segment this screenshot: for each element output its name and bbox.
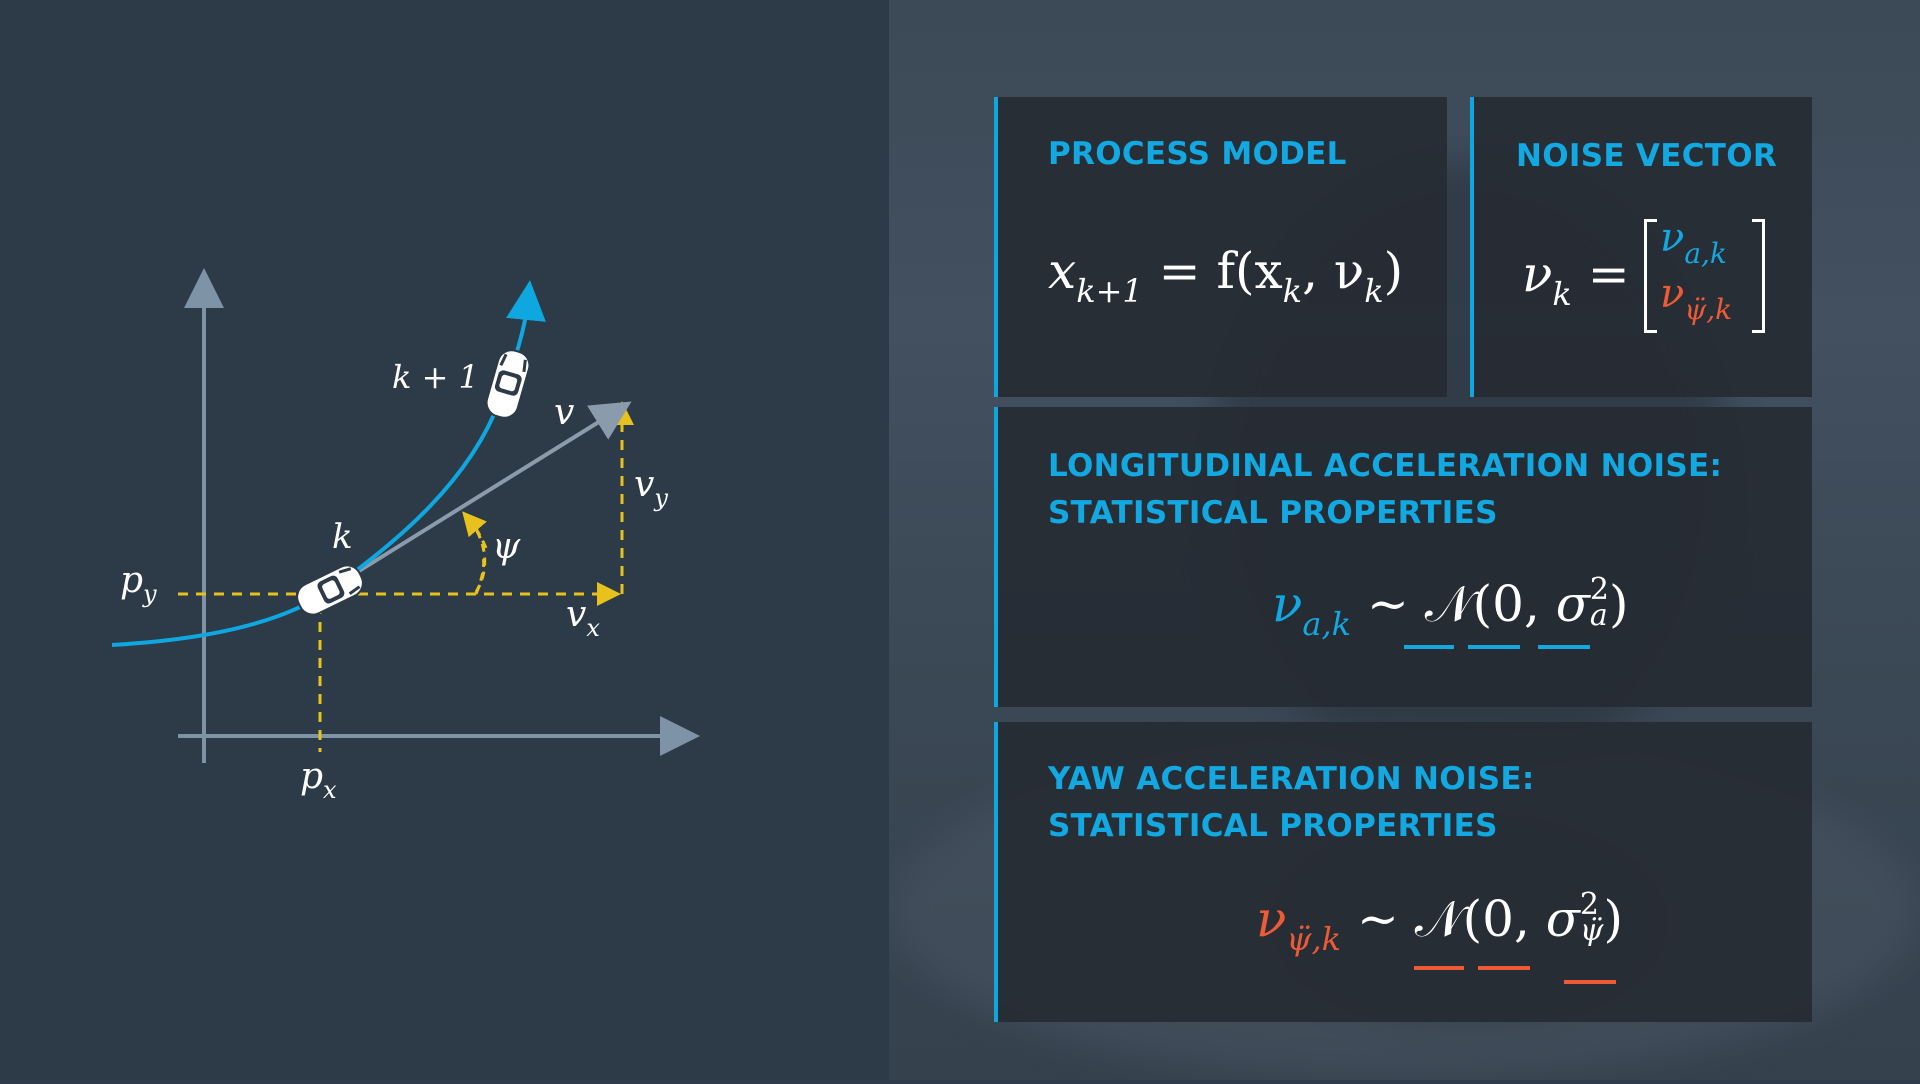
- yaw-noise-equation: νψ̈,k ~ 𝒩(0, σ 2 ψ̈): [1256, 887, 1623, 959]
- noise-vector-lhs: νk =: [1522, 245, 1630, 313]
- longitudinal-dist-underline: [1404, 645, 1454, 649]
- noise-vector-bracket-left: [1644, 219, 1657, 333]
- car-icon-k-plus-1: [485, 349, 531, 419]
- longitudinal-variance-underline: [1538, 645, 1590, 649]
- label-px: px: [300, 756, 337, 804]
- label-k-plus-1: k + 1: [392, 358, 479, 396]
- noise-vector-bottom: νψ̈,k: [1660, 271, 1733, 326]
- process-model-card: PROCESS MODEL xk+1 = f(xk, νk): [994, 97, 1447, 397]
- process-model-equation: xk+1 = f(xk, νk): [1048, 242, 1404, 310]
- yaw-dist-underline: [1414, 966, 1464, 970]
- ctrv-diagram: py px k k + 1 v vy vx ψ: [111, 268, 700, 804]
- noise-vector-bracket-right: [1752, 219, 1765, 333]
- longitudinal-mean-underline: [1468, 645, 1520, 649]
- noise-vector-title: NOISE VECTOR: [1516, 138, 1778, 174]
- longitudinal-noise-card: LONGITUDINAL ACCELERATION NOISE: STATIST…: [994, 407, 1812, 707]
- diagram-panel: py px k k + 1 v vy vx ψ: [0, 0, 889, 1080]
- yaw-noise-title: YAW ACCELERATION NOISE: STATISTICAL PROP…: [1048, 761, 1535, 844]
- label-vx: vx: [566, 594, 600, 642]
- yaw-arc: [462, 511, 487, 593]
- label-py: py: [120, 560, 157, 608]
- label-k: k: [332, 517, 353, 557]
- noise-vector-top: νa,k: [1660, 215, 1727, 270]
- noise-vector-card: NOISE VECTOR νk = νa,k νψ̈,k: [1470, 97, 1812, 397]
- process-model-title: PROCESS MODEL: [1048, 136, 1347, 172]
- yaw-noise-card: YAW ACCELERATION NOISE: STATISTICAL PROP…: [994, 722, 1812, 1022]
- longitudinal-noise-title: LONGITUDINAL ACCELERATION NOISE: STATIST…: [1048, 448, 1723, 531]
- yaw-variance-underline: [1564, 980, 1616, 984]
- label-v: v: [554, 392, 574, 433]
- velocity-vector: [320, 401, 632, 596]
- label-vy: vy: [634, 464, 668, 512]
- longitudinal-noise-equation: νa,k ~ 𝒩(0, σ 2 a): [1272, 572, 1629, 644]
- label-psi: ψ: [492, 526, 521, 567]
- yaw-mean-underline: [1478, 966, 1530, 970]
- car-icon-k: [296, 564, 364, 616]
